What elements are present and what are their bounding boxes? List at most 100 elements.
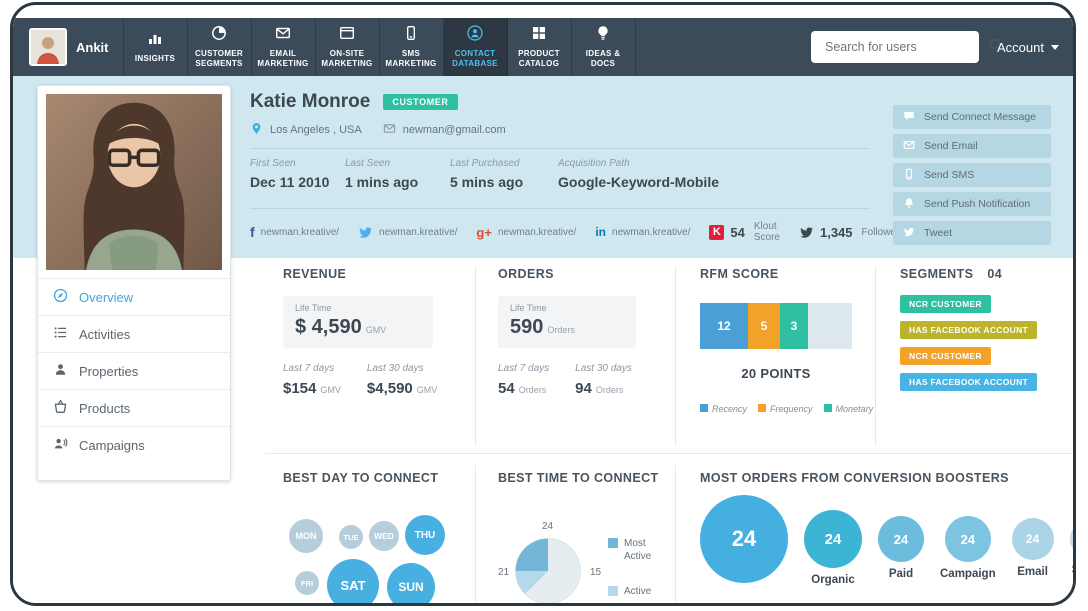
stat-label: Last Seen [345, 158, 391, 169]
bell-icon [903, 197, 915, 212]
legend-label: Frequency [770, 404, 813, 414]
action-label: Send Connect Message [924, 111, 1037, 123]
customer-badge: CUSTOMER [383, 94, 458, 110]
social-handle: newman.kreative/ [260, 226, 340, 238]
day-bubble-sat: SAT [327, 559, 379, 603]
google-plus-link[interactable]: g+ newman.kreative/ [476, 226, 576, 239]
mobile-phone-icon [903, 168, 915, 183]
mini-unit: Orders [518, 385, 547, 395]
search-input[interactable] [823, 39, 989, 55]
facebook-icon: f [250, 224, 255, 240]
best-day-panel: BEST DAY TO CONNECT MON TUE WED THU FRI … [283, 471, 468, 603]
day-bubble-fri: FRI [295, 571, 319, 595]
legend-swatch-frequency [758, 404, 767, 412]
stat-label: Acquisition Path [558, 158, 630, 169]
action-label: Send Push Notification [924, 198, 1031, 210]
linkedin-link[interactable]: in newman.kreative/ [595, 226, 690, 238]
orders-last30: Last 30 days 94 Orders [575, 363, 632, 397]
nav-item-label: INSIGHTS [134, 54, 176, 63]
nav-item-sms-marketing[interactable]: SMS MARKETING [380, 18, 444, 76]
send-connect-message-button[interactable]: Send Connect Message [893, 105, 1051, 129]
send-sms-button[interactable]: Send SMS [893, 163, 1051, 187]
divider [475, 267, 476, 445]
best-time-panel: BEST TIME TO CONNECT 24 15 18 21 Most Ac… [498, 471, 673, 603]
sidebar-item-label: Products [79, 400, 131, 416]
time-legend: Most Active Active [608, 537, 668, 603]
nav-item-insights[interactable]: INSIGHTS [124, 18, 188, 76]
orders-panel: ORDERS Life Time 590 Orders Last 7 days 5… [498, 267, 668, 397]
browser-window-icon [339, 25, 355, 44]
lifetime-unit: Orders [547, 325, 575, 335]
hour-label-right: 15 [590, 567, 602, 578]
legend-label: Most Active [624, 538, 652, 562]
social-handle: newman.kreative/ [379, 226, 458, 238]
sidebar-item-properties[interactable]: Properties [38, 352, 230, 389]
person-icon [53, 362, 68, 380]
klout-score: K 54 Klout Score [709, 221, 780, 243]
legend-swatch-active [608, 586, 618, 596]
divider [475, 465, 476, 603]
sidebar-item-products[interactable]: Products [38, 389, 230, 426]
send-push-notification-button[interactable]: Send Push Notification [893, 192, 1051, 216]
followers-value: 1,345 [819, 224, 853, 240]
nav-item-customer-segments[interactable]: CUSTOMER SEGMENTS [188, 18, 252, 76]
sidebar-item-activities[interactable]: Activities [38, 315, 230, 352]
profile-menu: Overview Activities Properties Products … [38, 278, 230, 463]
nav-user-block[interactable]: Ankit [13, 18, 124, 76]
nav-item-onsite-marketing[interactable]: ON-SITE MARKETING [316, 18, 380, 76]
sidebar-item-campaigns[interactable]: Campaigns [38, 426, 230, 463]
booster-bubble: 24 [700, 495, 788, 583]
segments-count: 04 [987, 267, 1003, 281]
revenue-last30: Last 30 days $4,590 GMV [367, 363, 437, 397]
search-box [811, 31, 1003, 63]
legend-swatch-recency [700, 404, 708, 412]
account-menu[interactable]: Account [997, 40, 1059, 55]
action-label: Tweet [924, 227, 953, 239]
revenue-last7: Last 7 days $154 GMV [283, 363, 341, 397]
mini-unit: Orders [595, 385, 624, 395]
facebook-link[interactable]: f newman.kreative/ [250, 225, 339, 239]
profile-summary: Katie Monroe CUSTOMER Los Angeles , USA … [250, 91, 904, 243]
day-bubbles: MON TUE WED THU FRI SAT SUN [283, 485, 468, 603]
booster-bubble: 24 [944, 516, 991, 562]
mini-label: Last 7 days [498, 363, 550, 374]
nav-item-label: SMS MARKETING [385, 49, 437, 68]
legend-swatch-monetary [823, 404, 832, 412]
divider [875, 267, 876, 445]
booster-item-total: 24 [700, 495, 788, 602]
mini-unit: GMV [320, 385, 341, 395]
rfm-panel: RFM SCORE 12 5 3 20 POINTS Recency Frequ… [700, 267, 873, 414]
tweet-button[interactable]: Tweet [893, 221, 1051, 245]
customer-location: Los Angeles , USA [270, 124, 362, 136]
social-handle: newman.kreative/ [612, 226, 691, 238]
rfm-remainder-block [808, 303, 852, 349]
nav-item-contact-database[interactable]: CONTACT DATABASE [443, 18, 508, 76]
lifetime-unit: GMV [365, 325, 387, 335]
customer-name: Katie Monroe [250, 91, 371, 112]
revenue-title: REVENUE [283, 267, 347, 281]
stat-value: 5 mins ago [450, 174, 524, 190]
rfm-monetary-block: 3 [780, 303, 808, 349]
sidebar-item-label: Overview [79, 289, 134, 305]
sidebar-item-label: Activities [79, 326, 131, 342]
twitter-link[interactable]: newman.kreative/ [358, 225, 457, 240]
send-email-button[interactable]: Send Email [893, 134, 1051, 158]
booster-bubble: 24 [1069, 520, 1073, 558]
nav-item-ideas-docs[interactable]: IDEAS & DOCS [572, 18, 636, 76]
divider [250, 208, 870, 209]
legend-label: Active [624, 586, 652, 597]
day-bubble-mon: MON [289, 519, 323, 553]
twitter-bird-icon [358, 225, 373, 240]
segment-badge-list: NCR CUSTOMER HAS FACEBOOK ACCOUNT NCR CU… [900, 295, 1068, 399]
nav-item-product-catalog[interactable]: PRODUCT CATALOG [508, 18, 572, 76]
nav-item-email-marketing[interactable]: EMAIL MARKETING [252, 18, 316, 76]
lifetime-label: Life Time [295, 303, 332, 313]
customer-stats-row: First Seen Dec 11 2010 Last Seen 1 mins ag… [250, 149, 870, 198]
search-icon[interactable] [988, 37, 1004, 58]
twitter-bird-icon [903, 226, 915, 241]
contact-person-icon [467, 25, 483, 44]
sidebar-item-overview[interactable]: Overview [38, 278, 230, 315]
boosters-panel: MOST ORDERS FROM CONVERSION BOOSTERS 24 … [700, 471, 1073, 602]
linkedin-icon: in [595, 225, 607, 239]
sidebar-item-label: Campaigns [79, 437, 145, 453]
